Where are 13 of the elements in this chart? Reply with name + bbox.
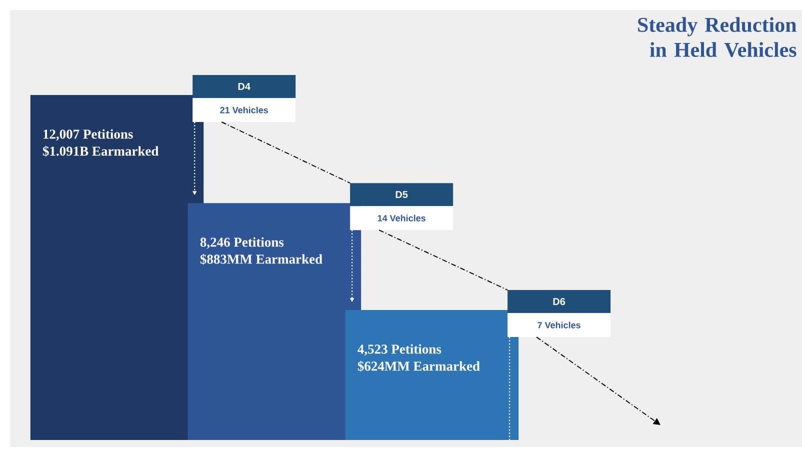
annotation: D5 (396, 191, 408, 198)
annotation: $1.091B Earmarked (42, 146, 159, 157)
text: D6 (553, 298, 566, 306)
annotation: $624MM Earmarked (358, 360, 480, 372)
text: Steady Reduction in Held Vehicles (638, 17, 796, 58)
data-label: 8,246 Petitions (200, 237, 284, 249)
annotation: 21 Vehicles (220, 106, 268, 114)
data-label: 12,007 Petitions (44, 129, 133, 141)
annotation: $883MM Earmarked (200, 254, 322, 265)
text: D4 (238, 83, 250, 90)
text: 7 Vehicles (538, 322, 580, 328)
annotation: 14 Vehicles (378, 214, 426, 222)
data-label: 4,523 Petitions (358, 344, 442, 356)
